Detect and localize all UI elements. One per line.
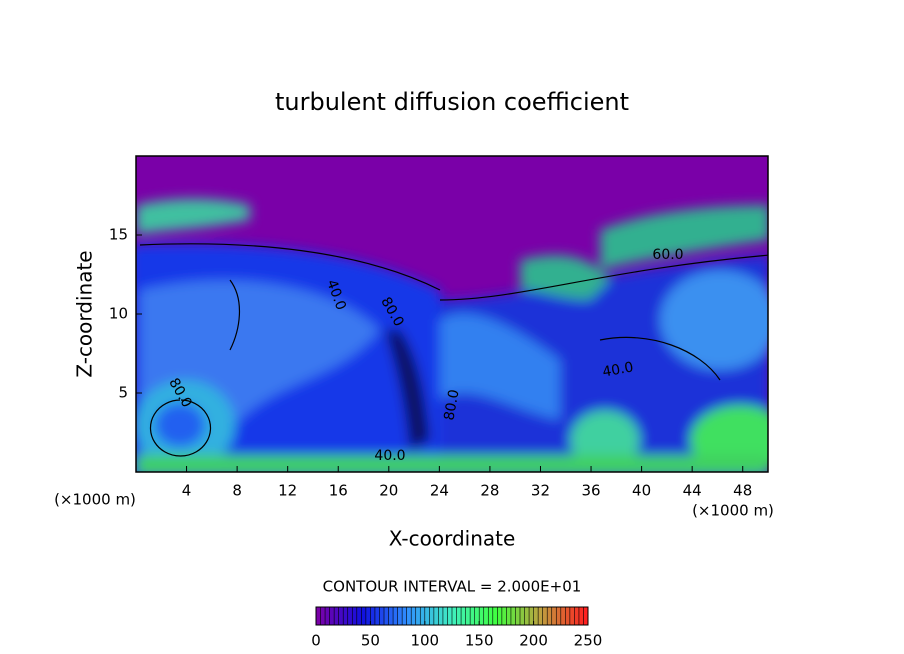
- colorbar-cell: [452, 607, 458, 625]
- colorbar-cell: [565, 607, 571, 625]
- colorbar-cell: [402, 607, 408, 625]
- colorbar-cell: [352, 607, 358, 625]
- colorbar-title: CONTOUR INTERVAL = 2.000E+01: [323, 578, 582, 596]
- x-tick-label: 16: [329, 482, 348, 500]
- x-axis-label: X-coordinate: [389, 527, 516, 551]
- contour-field: [136, 156, 768, 472]
- colorbar-cell: [461, 607, 467, 625]
- colorbar-cell: [479, 607, 485, 625]
- colorbar-cell: [542, 607, 548, 625]
- colorbar-cell: [388, 607, 394, 625]
- colorbar-cell: [338, 607, 344, 625]
- y-tick-label: 10: [109, 305, 128, 323]
- x-tick-label: 48: [733, 482, 752, 500]
- colorbar-cell: [329, 607, 335, 625]
- colorbar-cell: [538, 607, 544, 625]
- colorbar-cell: [547, 607, 553, 625]
- chart-title: turbulent diffusion coefficient: [275, 88, 629, 116]
- colorbar-cell: [510, 607, 516, 625]
- colorbar-cell: [397, 607, 403, 625]
- colorbar-cell: [556, 607, 562, 625]
- colorbar-cell: [420, 607, 426, 625]
- colorbar-cell: [474, 607, 480, 625]
- x-unit-label: (×1000 m): [692, 502, 774, 520]
- colorbar-cell: [429, 607, 435, 625]
- colorbar-tick-label: 100: [410, 632, 439, 650]
- x-tick-label: 40: [632, 482, 651, 500]
- colorbar-cell: [497, 607, 503, 625]
- y-tick-label: 5: [118, 384, 128, 402]
- colorbar-cell: [483, 607, 489, 625]
- colorbar-cell: [433, 607, 439, 625]
- colorbar-cell: [501, 607, 507, 625]
- contour-label: 40.0: [374, 448, 405, 464]
- x-tick-label: 12: [278, 482, 297, 500]
- colorbar-cell: [560, 607, 566, 625]
- colorbar-tick-label: 50: [361, 632, 380, 650]
- colorbar-cell: [520, 607, 526, 625]
- colorbar-cell: [320, 607, 326, 625]
- colorbar-cell: [583, 607, 589, 625]
- colorbar-cell: [515, 607, 521, 625]
- colorbar-cell: [424, 607, 430, 625]
- colorbar-tick-label: 0: [311, 632, 321, 650]
- colorbar-cell: [334, 607, 340, 625]
- colorbar-cell: [374, 607, 380, 625]
- x-tick-label: 44: [683, 482, 702, 500]
- x-tick-label: 4: [182, 482, 192, 500]
- x-tick-label: 8: [232, 482, 242, 500]
- x-unit-label: (×1000 m): [54, 491, 136, 509]
- colorbar-cell: [361, 607, 367, 625]
- colorbar-cell: [447, 607, 453, 625]
- x-tick-label: 24: [430, 482, 449, 500]
- colorbar-cell: [438, 607, 444, 625]
- x-tick-label: 28: [480, 482, 499, 500]
- colorbar-cell: [533, 607, 539, 625]
- colorbar-tick-label: 200: [519, 632, 548, 650]
- colorbar-cell: [488, 607, 494, 625]
- colorbar-cell: [343, 607, 349, 625]
- contour-label: 40.0: [601, 359, 634, 380]
- colorbar-tick-label: 250: [574, 632, 603, 650]
- colorbar-cell: [415, 607, 421, 625]
- y-axis-label: Z-coordinate: [73, 250, 97, 377]
- colorbar-cell: [574, 607, 580, 625]
- colorbar-tick-label: 150: [465, 632, 494, 650]
- colorbar-cell: [506, 607, 512, 625]
- contour-label: 60.0: [652, 247, 683, 263]
- y-tick-label: 15: [109, 226, 128, 244]
- colorbar-cell: [347, 607, 353, 625]
- colorbar-cell: [492, 607, 498, 625]
- colorbar-cell: [356, 607, 362, 625]
- colorbar-cell: [411, 607, 417, 625]
- colorbar-cell: [569, 607, 575, 625]
- colorbar-cell: [465, 607, 471, 625]
- colorbar-cell: [456, 607, 462, 625]
- colorbar-cell: [316, 607, 322, 625]
- colorbar-cell: [524, 607, 530, 625]
- contour-label: 80.0: [441, 388, 462, 421]
- x-tick-label: 32: [531, 482, 550, 500]
- colorbar-cell: [384, 607, 390, 625]
- colorbar-cell: [370, 607, 376, 625]
- colorbar-cell: [406, 607, 412, 625]
- colorbar-cell: [578, 607, 584, 625]
- colorbar-cell: [393, 607, 399, 625]
- x-tick-label: 20: [379, 482, 398, 500]
- colorbar-cell: [365, 607, 371, 625]
- colorbar-cell: [379, 607, 385, 625]
- colorbar-cell: [442, 607, 448, 625]
- colorbar-cell: [529, 607, 535, 625]
- x-tick-label: 36: [581, 482, 600, 500]
- colorbar-frame: [315, 606, 589, 626]
- colorbar-cell: [325, 607, 331, 625]
- colorbar-cell: [551, 607, 557, 625]
- colorbar-cell: [470, 607, 476, 625]
